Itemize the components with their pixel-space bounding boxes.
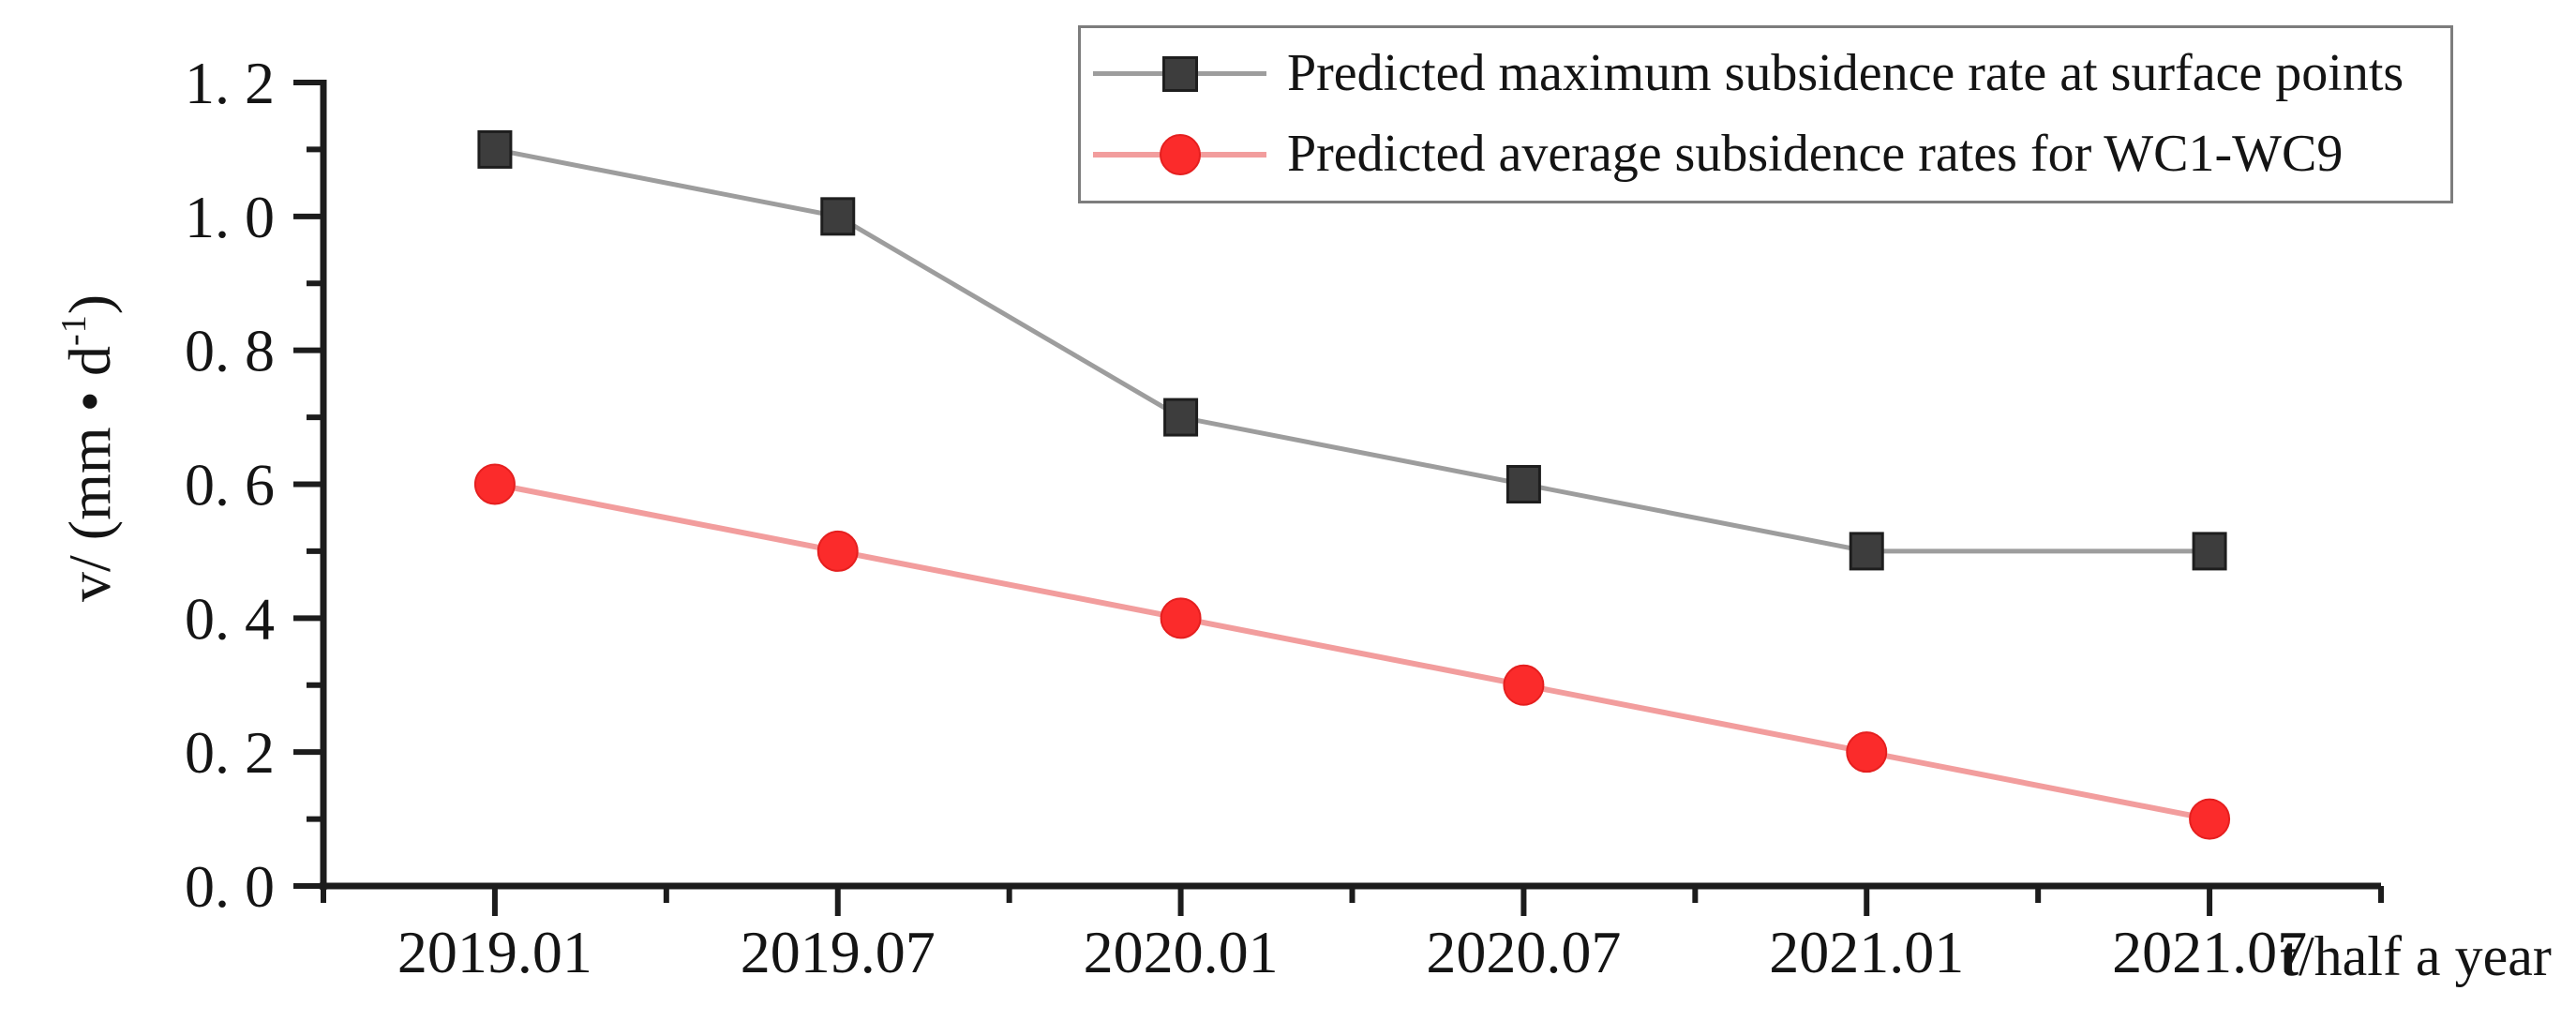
x-tick-label: 2020.01 xyxy=(1084,919,1279,985)
x-tick-label: 2019.01 xyxy=(397,919,592,985)
y-tick-label: 0. 4 xyxy=(185,585,275,652)
legend-item-max-subsidence: Predicted maximum subsidence rate at sur… xyxy=(1093,45,2441,103)
y-tick-label: 1. 0 xyxy=(185,184,275,250)
legend-sample-max xyxy=(1093,52,1266,97)
x-axis-title-unit: /half a year xyxy=(2298,925,2552,987)
y-tick-label: 1. 2 xyxy=(185,50,275,116)
legend-label-max: Predicted maximum subsidence rate at sur… xyxy=(1287,44,2404,103)
data-point-square xyxy=(1849,532,1884,571)
data-point-circle xyxy=(816,530,859,572)
series-line-max xyxy=(492,146,2212,554)
x-tick-label: 2021.01 xyxy=(1769,919,1964,985)
y-tick-label: 0. 6 xyxy=(185,452,275,518)
series-line-avg xyxy=(491,481,2213,822)
x-tick-label: 2021.07 xyxy=(2112,919,2307,985)
data-point-circle xyxy=(1846,731,1888,773)
y-axis-title-sup: -1 xyxy=(54,314,94,346)
legend-sample-avg xyxy=(1093,132,1266,177)
y-tick-label: 0. 2 xyxy=(185,719,275,786)
square-marker-icon xyxy=(1161,56,1198,92)
data-point-square xyxy=(2192,532,2227,571)
x-tick-label: 2019.07 xyxy=(741,919,936,985)
data-point-square xyxy=(1163,398,1199,437)
legend-item-avg-subsidence: Predicted average subsidence rates for W… xyxy=(1093,126,2441,184)
x-axis-title-symbol: t xyxy=(2280,925,2299,987)
data-point-square xyxy=(1505,465,1541,503)
data-point-circle xyxy=(1160,597,1202,639)
x-tick-label: 2020.07 xyxy=(1426,919,1621,985)
x-axis-title: t/half a year xyxy=(2280,924,2552,989)
data-point-circle xyxy=(1503,664,1545,706)
y-axis-title: v/ (mm • d-1) xyxy=(53,294,125,602)
data-point-circle xyxy=(473,463,516,505)
y-axis-title-text: v/ (mm • d xyxy=(56,345,123,603)
data-point-square xyxy=(820,197,856,236)
y-axis-title-close: ) xyxy=(56,293,123,315)
legend-label-avg: Predicted average subsidence rates for W… xyxy=(1287,125,2344,184)
circle-marker-icon xyxy=(1159,134,1201,175)
data-point-circle xyxy=(2189,798,2231,840)
y-tick-label: 0. 8 xyxy=(185,318,275,384)
data-point-square xyxy=(477,129,513,169)
legend-box: Predicted maximum subsidence rate at sur… xyxy=(1078,25,2453,203)
y-tick-label: 0. 0 xyxy=(185,853,275,920)
